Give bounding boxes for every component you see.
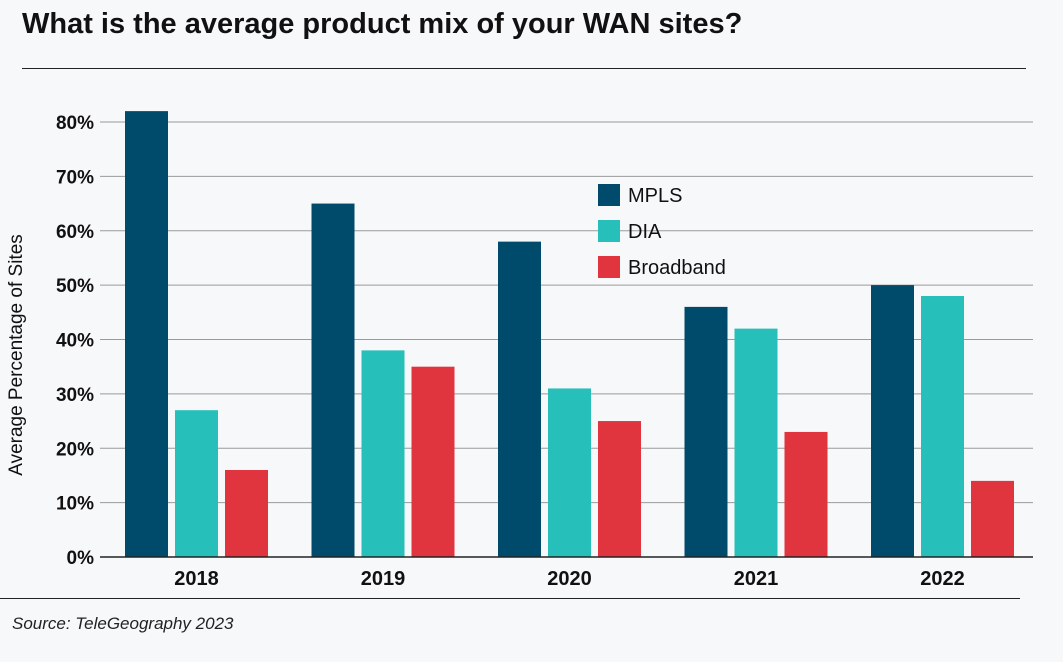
bars bbox=[125, 111, 1014, 557]
bar-dia-2018 bbox=[175, 410, 218, 557]
legend-swatch-broadband bbox=[598, 256, 620, 278]
bar-broadband-2020 bbox=[598, 421, 641, 557]
y-tick-label: 30% bbox=[56, 385, 94, 406]
bar-dia-2022 bbox=[921, 296, 964, 557]
bar-broadband-2022 bbox=[971, 480, 1014, 557]
y-tick-label: 80% bbox=[56, 113, 94, 134]
y-tick-label: 0% bbox=[67, 548, 95, 569]
y-axis-label: Average Percentage of Sites bbox=[6, 234, 27, 476]
bar-dia-2019 bbox=[361, 350, 405, 557]
x-tick-label: 2022 bbox=[920, 568, 965, 590]
legend-swatch-mpls bbox=[598, 184, 620, 206]
bar-dia-2020 bbox=[548, 388, 591, 557]
bar-mpls-2019 bbox=[311, 203, 355, 557]
x-tick-label: 2020 bbox=[547, 568, 592, 590]
bar-broadband-2021 bbox=[784, 431, 828, 557]
chart-title: What is the average product mix of your … bbox=[22, 8, 743, 40]
y-tick-label: 60% bbox=[56, 222, 94, 243]
x-tick-label: 2018 bbox=[174, 568, 219, 590]
bar-mpls-2021 bbox=[684, 306, 728, 557]
x-tick-label: 2019 bbox=[361, 568, 406, 590]
legend: MPLS DIA Broadband bbox=[598, 184, 726, 279]
x-tick-label: 2021 bbox=[734, 568, 779, 590]
y-tick-label: 50% bbox=[56, 276, 94, 297]
bar-broadband-2018 bbox=[225, 470, 268, 557]
y-axis-ticks: 0% 10% 20% 30% 40% 50% 60% 70% 80% bbox=[56, 113, 94, 569]
x-axis-ticks: 2018 2019 2020 2021 2022 bbox=[174, 568, 965, 590]
bar-dia-2021 bbox=[734, 328, 778, 557]
bar-chart: 0%10%20%30%40%50%60%70%80% 2018 2019 2020 2… bbox=[6, 111, 1033, 590]
legend-label-mpls: MPLS bbox=[628, 185, 682, 207]
legend-label-dia: DIA bbox=[628, 221, 662, 243]
bar-mpls-2018 bbox=[125, 111, 168, 557]
source-note: Source: TeleGeography 2023 bbox=[12, 614, 234, 633]
legend-label-broadband: Broadband bbox=[628, 257, 726, 279]
bar-broadband-2019 bbox=[411, 366, 455, 557]
y-tick-label: 70% bbox=[56, 167, 94, 188]
footer-divider bbox=[0, 598, 1020, 599]
bar-mpls-2020 bbox=[498, 241, 541, 557]
legend-swatch-dia bbox=[598, 220, 620, 242]
y-tick-label: 20% bbox=[56, 439, 94, 460]
y-tick-label: 10% bbox=[56, 494, 94, 515]
title-divider bbox=[22, 68, 1026, 69]
y-tick-label: 40% bbox=[56, 331, 94, 352]
bar-mpls-2022 bbox=[871, 285, 914, 557]
